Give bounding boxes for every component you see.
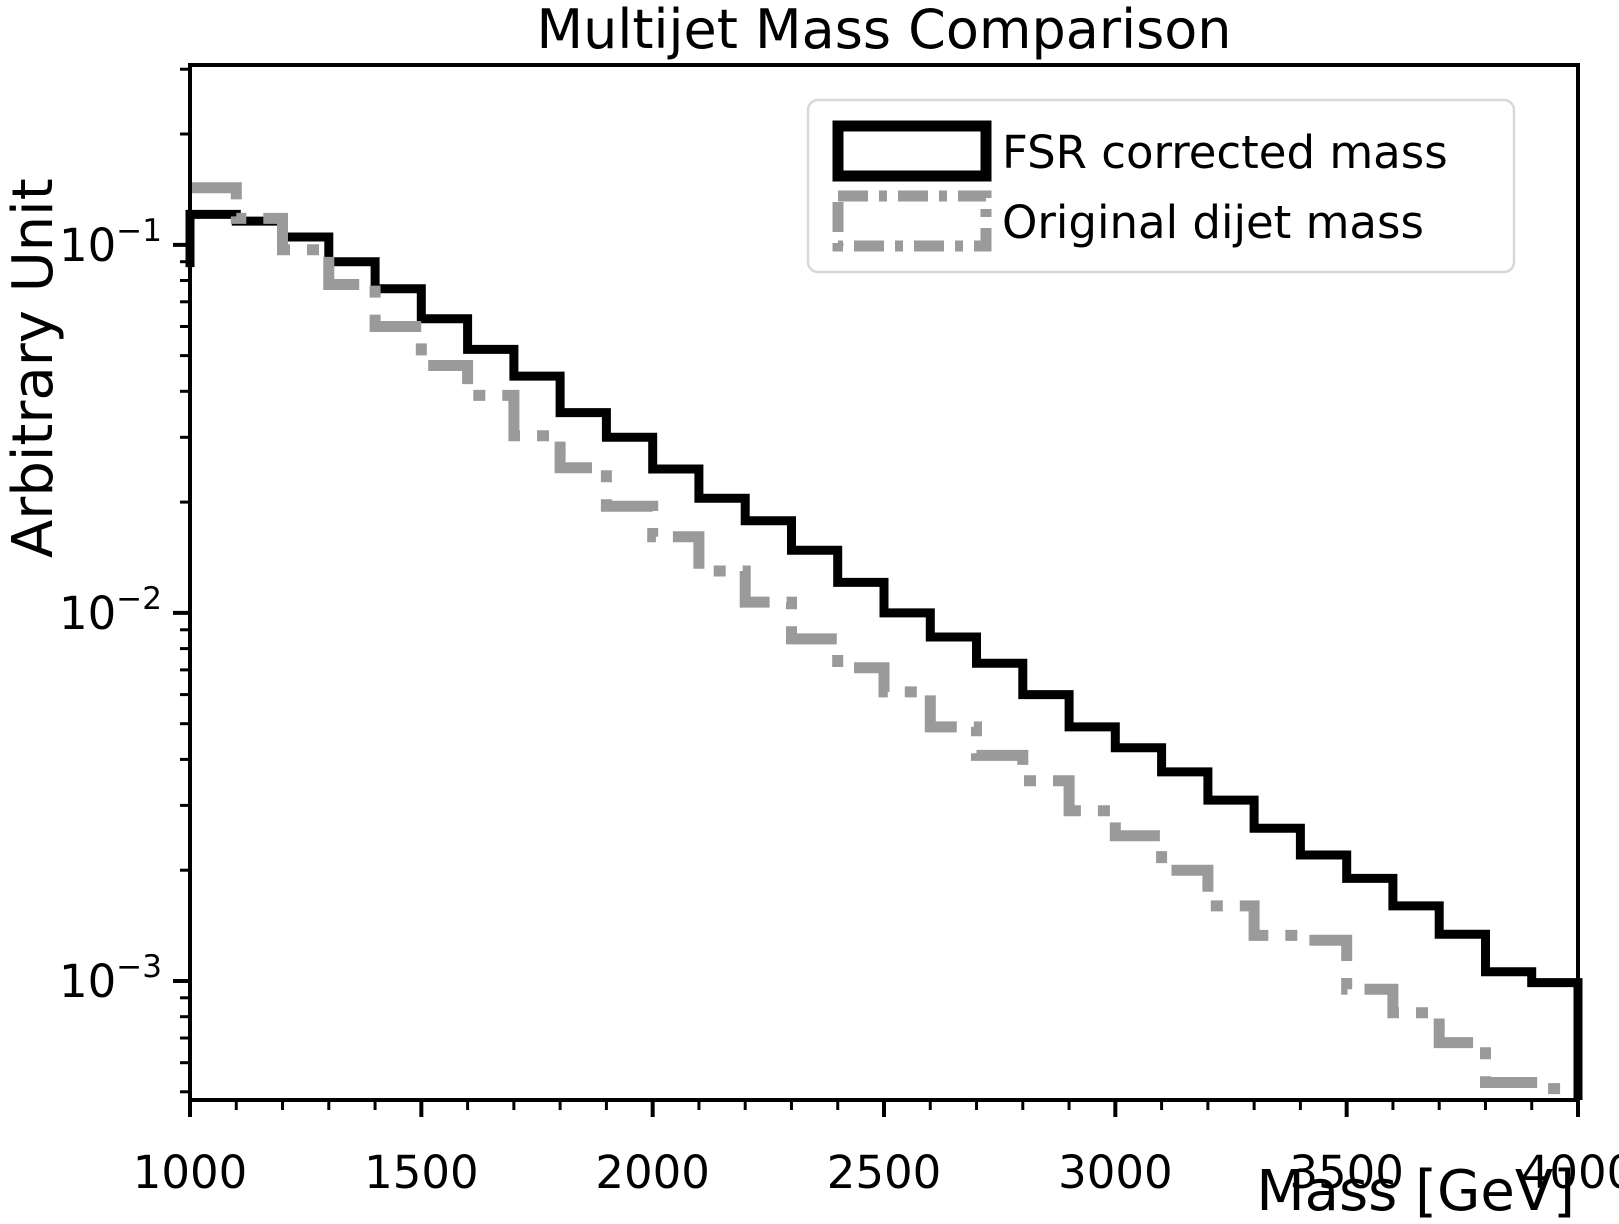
legend-label-fsr-corrected-mass: FSR corrected mass: [1002, 126, 1448, 179]
x-tick-label: 3500: [1289, 1146, 1404, 1199]
chart-title: Multijet Mass Comparison: [537, 0, 1232, 61]
legend: FSR corrected mass Original dijet mass: [806, 98, 1516, 274]
x-tick-label: 4000: [1521, 1146, 1619, 1199]
x-tick-label: 3000: [1058, 1146, 1173, 1199]
plot-area: 1000 1500 2000 2500 3000 3500 4000 10−1 10−2 10−3: [59, 63, 1619, 1199]
y-tick-label: 10−2: [59, 581, 162, 640]
series-original-dijet-mass: [190, 182, 1578, 1095]
y-tick-label: 10−1: [59, 213, 162, 272]
legend-swatch-fsr-corrected-mass: [832, 120, 992, 182]
y-axis-label: Arbitrary Unit: [1, 178, 66, 558]
x-tick-label: 1500: [364, 1146, 479, 1199]
x-tick-label: 1000: [133, 1146, 248, 1199]
x-tick-label: 2500: [827, 1146, 942, 1199]
x-axis-label: Mass [GeV]: [1256, 1159, 1575, 1224]
legend-label-original-dijet-mass: Original dijet mass: [1002, 196, 1424, 249]
y-tick-label: 10−3: [59, 949, 162, 1008]
x-tick-label: 2000: [595, 1146, 710, 1199]
legend-swatch-original-dijet-mass: [832, 190, 992, 252]
series-fsr-corrected-mass: [185, 209, 1583, 1100]
